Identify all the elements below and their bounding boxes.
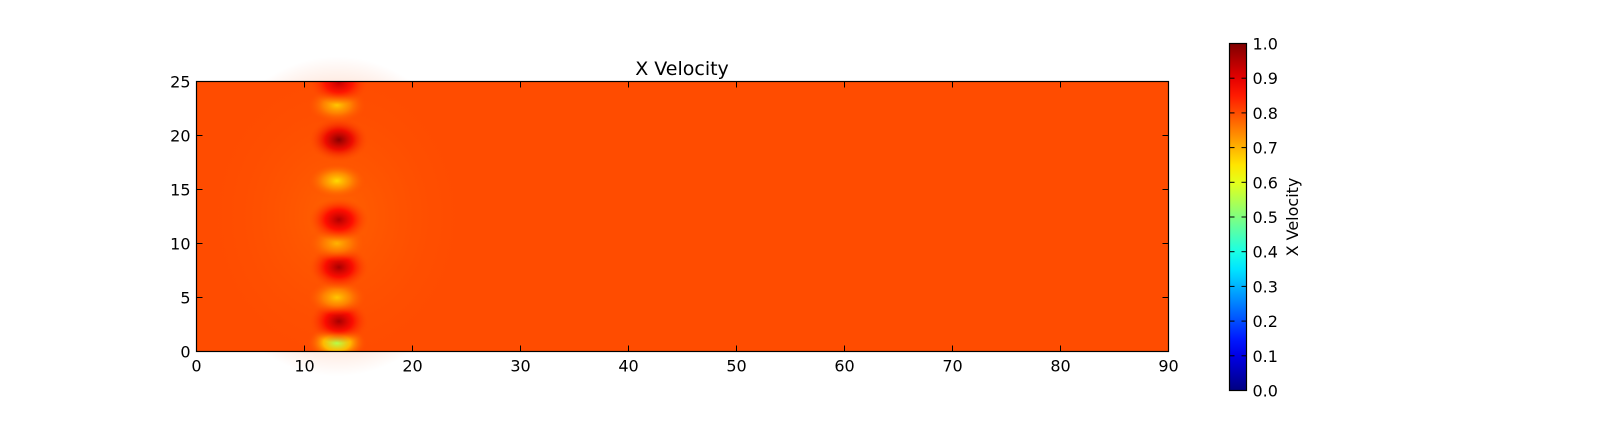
heatmap-blob bbox=[306, 162, 367, 199]
colorbar: 0.0 0.1 0.2 0.3 0.4 0.5 0.6 0.7 0.8 0.9 1.0 X Velo… bbox=[1228, 35, 1302, 401]
y-tick-label: 25 bbox=[170, 73, 190, 92]
y-tick-label: 5 bbox=[180, 289, 190, 308]
x-tick-label: 60 bbox=[834, 357, 854, 376]
x-tick-label: 30 bbox=[510, 357, 530, 376]
heatmap-blob bbox=[308, 117, 369, 162]
y-tick-label: 0 bbox=[180, 343, 190, 362]
x-axis: 0 10 20 30 40 50 60 70 80 90 bbox=[191, 81, 1179, 376]
colorbar-tick-label: 1.0 bbox=[1253, 35, 1278, 54]
x-tick-label: 50 bbox=[726, 357, 746, 376]
colorbar-tick-label: 0.6 bbox=[1253, 173, 1278, 192]
x-tick-label: 20 bbox=[402, 357, 422, 376]
colorbar-tick-label: 0.5 bbox=[1253, 208, 1278, 227]
heatmap-blob bbox=[306, 279, 367, 316]
heatmap-blob bbox=[308, 81, 369, 105]
y-tick-label: 20 bbox=[170, 127, 190, 146]
heatmap bbox=[196, 56, 1169, 377]
colorbar-label: X Velocity bbox=[1283, 178, 1302, 257]
y-tick-label: 15 bbox=[170, 181, 190, 200]
colorbar-tick-label: 0.2 bbox=[1253, 312, 1278, 331]
x-tick-label: 10 bbox=[294, 357, 314, 376]
colorbar-tick-label: 0.7 bbox=[1253, 139, 1278, 158]
colorbar-tick-label: 0.8 bbox=[1253, 104, 1278, 123]
x-tick-label: 90 bbox=[1158, 357, 1178, 376]
y-tick-label: 10 bbox=[170, 235, 190, 254]
chart-title: X Velocity bbox=[635, 58, 729, 80]
colorbar-tick-label: 0.4 bbox=[1253, 243, 1278, 262]
x-tick-label: 0 bbox=[191, 357, 201, 376]
heatmap-blob bbox=[308, 197, 369, 242]
x-tick-label: 40 bbox=[618, 357, 638, 376]
x-tick-label: 80 bbox=[1050, 357, 1070, 376]
x-tick-label: 70 bbox=[942, 357, 962, 376]
y-axis: 0 5 10 15 20 25 bbox=[170, 73, 1169, 362]
plot-frame bbox=[195, 80, 1170, 353]
colorbar-tick-label: 0.3 bbox=[1253, 277, 1278, 296]
colorbar-tick-label: 0.1 bbox=[1253, 347, 1278, 366]
colorbar-ticks: 0.0 0.1 0.2 0.3 0.4 0.5 0.6 0.7 0.8 0.9 1.0 bbox=[1229, 35, 1278, 401]
heatmap-blobs bbox=[306, 81, 369, 352]
colorbar-tick-label: 0.9 bbox=[1253, 69, 1278, 88]
plot-area bbox=[195, 56, 1170, 377]
colorbar-tick-label: 0.0 bbox=[1253, 382, 1278, 401]
